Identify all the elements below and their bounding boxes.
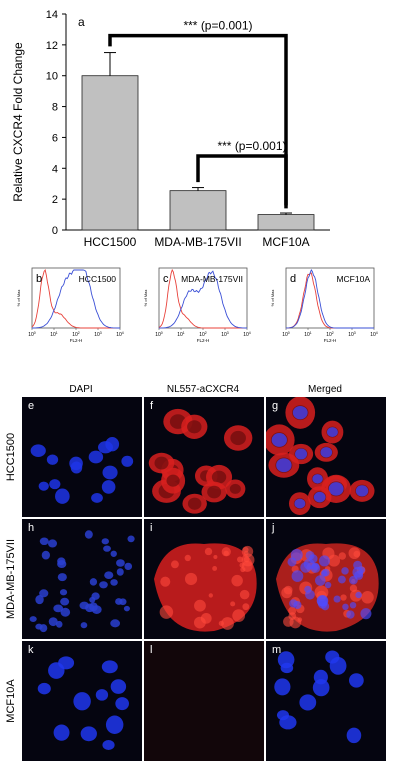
- y-tick-label: 10: [46, 71, 58, 83]
- y-tick-label: 8: [52, 102, 58, 114]
- tile-k: k: [22, 641, 142, 761]
- panel-label-a: a: [78, 15, 85, 29]
- tile-g: g: [266, 397, 386, 517]
- histogram-title: MDA-MB-175VII: [181, 274, 243, 284]
- significance-label: *** (p=0.001): [217, 139, 286, 153]
- histogram-y-label: % of Max: [143, 290, 148, 307]
- column-header-cxcr4: NL557-aCXCR4: [166, 384, 240, 395]
- significance-bracket: [108, 33, 288, 209]
- histogram-series-control: [158, 268, 247, 329]
- tile-j: j: [266, 519, 386, 639]
- panel-label-b: b: [36, 273, 42, 285]
- histogram-x-label: FL2-H: [197, 338, 210, 343]
- bar: [257, 214, 315, 231]
- bar-chart-cxcr4: 0 2 4 6 8 10 12 14 Relative CXCR4 Fold Change HCC…: [11, 9, 330, 249]
- tile-i: i: [144, 519, 264, 639]
- histogram-c: % of Max 100 101 102 103 104 FL2-H c MDA-MB-175V…: [143, 267, 251, 343]
- column-header-merged: Merged: [308, 384, 342, 395]
- y-axis-label: Relative CXCR4 Fold Change: [11, 42, 25, 202]
- histogram-d: % of Max 100 101 102 103 104 FL2-H d MCF10A: [270, 267, 378, 343]
- x-tick-label: HCC1500: [84, 235, 137, 249]
- x-tick-label: MDA-MB-175VII: [154, 235, 241, 249]
- histogram-title: MCF10A: [336, 274, 370, 284]
- histogram-x-tick-label: 100: [155, 331, 163, 338]
- column-header-dapi: DAPI: [69, 384, 93, 395]
- histogram-y-label: % of Max: [16, 290, 21, 307]
- histogram-x-tick-label: 104: [370, 331, 378, 338]
- x-tick-label: MCF10A: [262, 235, 309, 249]
- bar: [81, 75, 139, 231]
- histogram-b: % of Max 100 101 102 103 104 FL2-H b HCC1500: [16, 267, 124, 343]
- row-label-mda: MDA-MB-175VII: [5, 538, 17, 620]
- histogram-series-control: [31, 268, 120, 329]
- histogram-x-tick-label: 104: [116, 331, 124, 338]
- histogram-x-tick-label: 101: [304, 331, 312, 338]
- histogram-series-cxcr4: [32, 269, 120, 329]
- histogram-x-tick-label: 102: [326, 331, 334, 338]
- histogram-y-label: % of Max: [270, 290, 275, 307]
- y-tick-label: 12: [46, 40, 58, 52]
- histogram-x-tick-label: 103: [348, 331, 356, 338]
- panel-label-c: c: [163, 273, 169, 285]
- histogram-x-tick-label: 100: [28, 331, 36, 338]
- tile-f: f: [144, 397, 264, 517]
- tile-m: m: [266, 641, 386, 761]
- y-tick-label: 4: [52, 163, 58, 175]
- histogram-series-cxcr4: [285, 269, 374, 329]
- histogram-series-cxcr4: [159, 270, 247, 329]
- histogram-x-tick-label: 102: [72, 331, 80, 338]
- histogram-x-tick-label: 101: [177, 331, 185, 338]
- row-label-hcc1500: HCC1500: [5, 432, 17, 482]
- significance-label: *** (p=0.001): [183, 19, 252, 33]
- histogram-x-tick-label: 104: [243, 331, 251, 338]
- tile-e: e: [22, 397, 142, 517]
- histogram-x-tick-label: 103: [94, 331, 102, 338]
- y-tick-label: 0: [52, 225, 58, 237]
- histogram-x-tick-label: 101: [50, 331, 58, 338]
- row-label-mcf10a: MCF10A: [5, 679, 17, 723]
- y-tick-label: 2: [52, 194, 58, 206]
- histogram-x-label: FL2-H: [70, 338, 83, 343]
- histogram-x-label: FL2-H: [324, 338, 337, 343]
- panel-label-d: d: [290, 273, 296, 285]
- histogram-x-tick-label: 102: [199, 331, 207, 338]
- significance-bracket: [196, 154, 288, 206]
- y-tick-label: 6: [52, 132, 58, 144]
- histogram-title: HCC1500: [79, 274, 117, 284]
- y-tick-label: 14: [46, 9, 58, 21]
- histogram-x-tick-label: 103: [221, 331, 229, 338]
- tile-l: l: [144, 641, 264, 761]
- tile-h: h: [22, 519, 142, 639]
- histogram-x-tick-label: 100: [282, 331, 290, 338]
- bar: [169, 190, 227, 231]
